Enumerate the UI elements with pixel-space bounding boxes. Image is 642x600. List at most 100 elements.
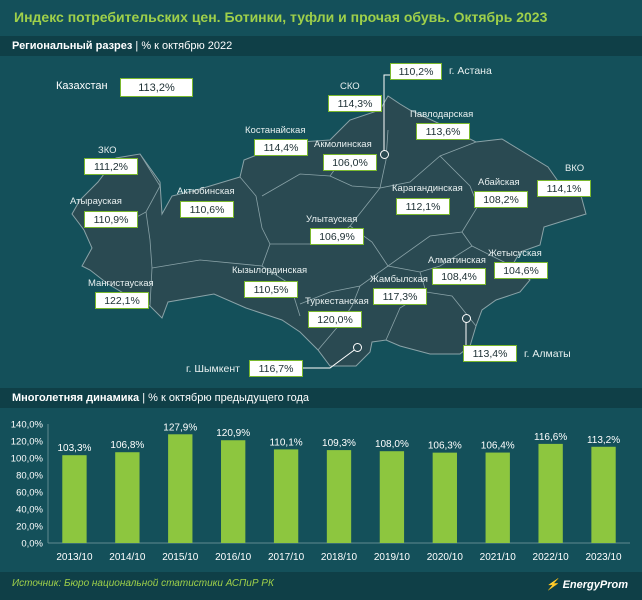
bar <box>326 450 352 543</box>
bar-value-label: 103,3% <box>57 443 91 454</box>
region-value-mangistau: 122,1% <box>95 292 149 309</box>
x-tick-label: 2018/10 <box>321 552 358 563</box>
footer-bar <box>0 572 642 600</box>
region-label-ulytau: Улытауская <box>306 214 358 225</box>
y-tick-label: 140,0% <box>11 420 44 431</box>
region-value-pavlodar: 113,6% <box>416 123 470 140</box>
x-tick-label: 2013/10 <box>56 552 93 563</box>
city-value-shymkent: 116,7% <box>249 360 303 377</box>
region-value-zhambyl: 117,3% <box>373 288 427 305</box>
y-tick-label: 20,0% <box>16 522 43 533</box>
city-label-astana: г. Астана <box>449 65 492 77</box>
region-label-vko: ВКО <box>565 163 585 174</box>
bar <box>115 452 140 543</box>
bar <box>221 440 246 543</box>
x-tick-label: 2017/10 <box>268 552 305 563</box>
region-label-pavlodar: Павлодарская <box>410 109 474 120</box>
city-dot-almaty <box>462 314 471 323</box>
city-leaders <box>303 74 467 369</box>
region-value-turkestan: 120,0% <box>308 311 362 328</box>
region-label-atyrau: Атырауская <box>70 196 122 207</box>
border-line <box>299 225 389 305</box>
brand-name: EnergyProm <box>562 579 628 591</box>
bar <box>485 452 510 543</box>
city-dot-shymkent <box>353 343 362 352</box>
region-value-vko: 114,1% <box>537 180 591 197</box>
city-label-almaty: г. Алматы <box>524 348 571 360</box>
bar-value-label: 109,3% <box>322 438 356 449</box>
bar-value-label: 127,9% <box>163 422 197 433</box>
region-label-akmola: Акмолинская <box>314 139 372 150</box>
section-subtitle: | % к октябрю предыдущего года <box>139 392 309 404</box>
city-label-shymkent: г. Шымкент <box>186 363 240 375</box>
region-value-zko: 111,2% <box>84 158 138 175</box>
section-header-regional: Региональный разрез | % к октябрю 2022 <box>0 36 642 56</box>
region-label-almaty-region: Алматинская <box>428 255 486 266</box>
bar <box>379 451 405 543</box>
x-tick-label: 2019/10 <box>374 552 411 563</box>
y-tick-label: 120,0% <box>11 437 44 448</box>
bar-value-label: 120,9% <box>216 428 250 439</box>
x-tick-label: 2021/10 <box>480 552 517 563</box>
x-tick-label: 2023/10 <box>585 552 622 563</box>
region-value-kostanay: 114,4% <box>254 139 308 156</box>
x-tick-label: 2022/10 <box>533 552 570 563</box>
bar <box>273 449 299 543</box>
region-label-abay: Абайская <box>478 177 520 188</box>
y-tick-label: 80,0% <box>16 471 43 482</box>
bar-value-label: 108,0% <box>375 439 409 450</box>
bar <box>62 455 87 543</box>
bar-value-label: 106,8% <box>110 440 144 451</box>
leader-line-shymkent <box>303 347 358 369</box>
section-title: Многолетняя динамика <box>12 392 140 404</box>
bar-chart: 0,0% 20,0% 40,0% 60,0% 80,0% 100,0% 120,0% 140,… <box>11 420 630 563</box>
region-value-aktobe: 110,6% <box>180 201 234 218</box>
region-label-zhetysu: Жетысуская <box>488 248 542 259</box>
region-value-sko: 114,3% <box>328 95 382 112</box>
region-label-sko: СКО <box>340 81 360 92</box>
city-value-astana: 110,2% <box>390 63 442 80</box>
bar-value-label: 110,1% <box>269 437 302 448</box>
y-tick-label: 60,0% <box>16 488 43 499</box>
region-label-aktobe: Актюбинская <box>177 186 235 197</box>
section-title: Региональный разрез <box>12 40 133 52</box>
kazakhstan-label: Казахстан <box>56 80 108 92</box>
border-line <box>239 176 271 267</box>
region-label-kostanay: Костанайская <box>245 125 306 136</box>
region-label-kyzylorda: Кызылординская <box>232 265 308 276</box>
bar-value-label: 113,2% <box>587 435 620 446</box>
source-note: Источник: Бюро национальной статистики А… <box>12 578 274 589</box>
x-tick-label: 2014/10 <box>109 552 146 563</box>
bar <box>538 443 563 543</box>
bar-value-label: 106,3% <box>428 441 462 452</box>
region-value-akmola: 106,0% <box>323 154 377 171</box>
section-subtitle: | % к октябрю 2022 <box>132 40 233 52</box>
brand-mark-icon: ⚡ <box>545 579 560 591</box>
region-label-zhambyl: Жамбылская <box>370 274 428 285</box>
region-label-zko: ЗКО <box>98 145 117 156</box>
border-line <box>379 141 477 189</box>
city-value-almaty: 113,4% <box>463 345 517 362</box>
region-label-turkestan: Туркестанская <box>305 296 369 307</box>
region-value-abay: 108,2% <box>474 191 528 208</box>
region-label-karaganda: Карагандинская <box>392 183 463 194</box>
bar-value-label: 106,4% <box>481 441 515 452</box>
bar-value-label: 116,6% <box>534 432 567 443</box>
region-value-atyrau: 110,9% <box>84 211 138 228</box>
border-line <box>145 211 153 307</box>
region-value-karaganda: 112,1% <box>396 198 450 215</box>
kazakhstan-value: 113,2% <box>120 78 193 97</box>
brand-logo: ⚡ EnergyProm <box>546 578 628 591</box>
bar <box>591 446 616 543</box>
y-tick-label: 0,0% <box>21 539 43 550</box>
page-title: Индекс потребительских цен. Ботинки, туф… <box>14 9 548 25</box>
x-tick-label: 2016/10 <box>215 552 252 563</box>
y-tick-label: 100,0% <box>11 454 44 465</box>
city-dot-astana <box>380 150 389 159</box>
bar <box>168 434 193 543</box>
section-header-dynamics: Многолетняя динамика | % к октябрю преды… <box>0 388 642 408</box>
y-tick-label: 40,0% <box>16 505 43 516</box>
x-tick-label: 2020/10 <box>427 552 464 563</box>
x-tick-label: 2015/10 <box>162 552 199 563</box>
bar <box>432 452 457 543</box>
